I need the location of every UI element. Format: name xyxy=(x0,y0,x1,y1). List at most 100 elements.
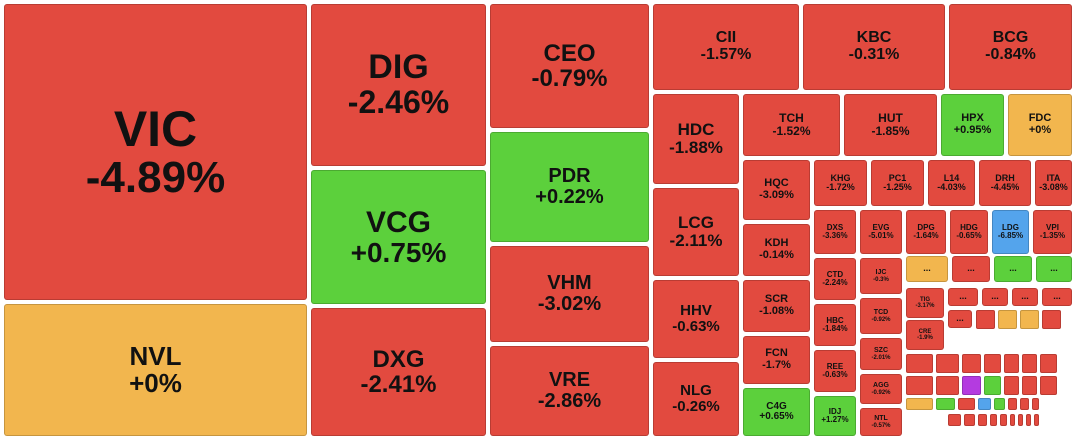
tile-micro[interactable] xyxy=(948,414,961,426)
tile-micro[interactable] xyxy=(1008,398,1017,410)
tile-pdr[interactable]: PDR +0.22% xyxy=(490,132,649,242)
tile-micro[interactable] xyxy=(962,376,981,395)
tile-kbc[interactable]: KBC -0.31% xyxy=(803,4,945,90)
tile-micro[interactable] xyxy=(1010,414,1015,426)
tile-change: -0.31% xyxy=(848,46,900,63)
tile-scr[interactable]: SCR -1.08% xyxy=(743,280,810,332)
tile-micro[interactable] xyxy=(976,310,995,329)
tile-dxs[interactable]: DXS -3.36% xyxy=(814,210,856,254)
tile-ntl[interactable]: NTL -0.57% xyxy=(860,408,902,436)
tile-hbc[interactable]: HBC -1.84% xyxy=(814,304,856,346)
tile-bcg[interactable]: BCG -0.84% xyxy=(949,4,1072,90)
tile-nlg[interactable]: NLG -0.26% xyxy=(653,362,739,436)
tile-micro[interactable] xyxy=(998,310,1017,329)
tile-lcg[interactable]: LCG -2.11% xyxy=(653,188,739,276)
tile-micro[interactable] xyxy=(1022,376,1037,395)
tile-small[interactable]: ... xyxy=(1012,288,1038,306)
tile-ree[interactable]: REE -0.63% xyxy=(814,350,856,392)
tile-tcd[interactable]: TCD -0.92% xyxy=(860,298,902,334)
tile-micro[interactable] xyxy=(1040,376,1057,395)
tile-pc1[interactable]: PC1 -1.25% xyxy=(871,160,924,206)
tile-cre[interactable]: CRE -1.9% xyxy=(906,320,944,350)
tile-l14[interactable]: L14 -4.03% xyxy=(928,160,975,206)
tile-vcg[interactable]: VCG +0.75% xyxy=(311,170,486,304)
tile-small[interactable]: ... xyxy=(952,256,990,282)
tile-vpi[interactable]: VPI -1.35% xyxy=(1033,210,1072,254)
tile-micro[interactable] xyxy=(1022,354,1037,373)
tile-hut[interactable]: HUT -1.85% xyxy=(844,94,937,156)
tile-change: -1.08% xyxy=(759,305,794,317)
tile-micro[interactable] xyxy=(1000,414,1007,426)
tile-micro[interactable] xyxy=(936,354,959,373)
tile-micro[interactable] xyxy=(906,398,933,410)
tile-micro[interactable] xyxy=(958,398,975,410)
tile-dxg[interactable]: DXG -2.41% xyxy=(311,308,486,436)
tile-vic[interactable]: VIC -4.89% xyxy=(4,4,307,300)
tile-tch[interactable]: TCH -1.52% xyxy=(743,94,840,156)
tile-micro[interactable] xyxy=(1004,376,1019,395)
tile-ticker: TCD xyxy=(873,309,889,317)
tile-micro[interactable] xyxy=(962,354,981,373)
tile-drh[interactable]: DRH -4.45% xyxy=(979,160,1031,206)
tile-micro[interactable] xyxy=(990,414,997,426)
tile-cii[interactable]: CII -1.57% xyxy=(653,4,799,90)
tile-nvl[interactable]: NVL +0% xyxy=(4,304,307,436)
tile-tig[interactable]: TIG -3.17% xyxy=(906,288,944,318)
tile-khg[interactable]: KHG -1.72% xyxy=(814,160,867,206)
tile-change: -2.46% xyxy=(347,84,450,121)
tile-hhv[interactable]: HHV -0.63% xyxy=(653,280,739,358)
tile-change: -2.41% xyxy=(360,371,437,398)
tile-micro[interactable] xyxy=(984,376,1001,395)
tile-small[interactable]: ... xyxy=(948,288,978,306)
tile-small[interactable]: ... xyxy=(994,256,1032,282)
tile-ticker: LDG xyxy=(1002,222,1019,232)
tile-micro[interactable] xyxy=(984,354,1001,373)
tile-micro[interactable] xyxy=(906,354,933,373)
tile-ticker: SCR xyxy=(764,293,789,306)
tile-fcn[interactable]: FCN -1.7% xyxy=(743,336,810,384)
tile-idj[interactable]: IDJ +1.27% xyxy=(814,396,856,436)
tile-micro[interactable] xyxy=(994,398,1005,410)
tile-evg[interactable]: EVG -5.01% xyxy=(860,210,902,254)
tile-hqc[interactable]: HQC -3.09% xyxy=(743,160,810,220)
tile-micro[interactable] xyxy=(1020,310,1039,329)
tile-ita[interactable]: ITA -3.08% xyxy=(1035,160,1072,206)
tile-micro[interactable] xyxy=(964,414,975,426)
tile-c4g[interactable]: C4G +0.65% xyxy=(743,388,810,436)
tile-hdc[interactable]: HDC -1.88% xyxy=(653,94,739,184)
tile-vhm[interactable]: VHM -3.02% xyxy=(490,246,649,342)
tile-micro[interactable] xyxy=(1018,414,1023,426)
tile-micro[interactable] xyxy=(1034,414,1039,426)
tile-dig[interactable]: DIG -2.46% xyxy=(311,4,486,166)
tile-ticker: EVG xyxy=(872,222,890,232)
tile-micro[interactable] xyxy=(1004,354,1019,373)
tile-ceo[interactable]: CEO -0.79% xyxy=(490,4,649,128)
tile-small[interactable]: ... xyxy=(1042,288,1072,306)
tile-kdh[interactable]: KDH -0.14% xyxy=(743,224,810,276)
tile-micro[interactable] xyxy=(936,376,959,395)
tile-micro[interactable] xyxy=(1026,414,1031,426)
tile-micro[interactable] xyxy=(906,376,933,395)
tile-change: -4.89% xyxy=(85,153,226,203)
tile-agg[interactable]: AGG -0.92% xyxy=(860,374,902,404)
tile-micro[interactable] xyxy=(978,398,991,410)
tile-ldg[interactable]: LDG -6.85% xyxy=(992,210,1029,254)
tile-small[interactable]: ... xyxy=(948,310,972,328)
tile-dpg[interactable]: DPG -1.64% xyxy=(906,210,946,254)
tile-hpx[interactable]: HPX +0.95% xyxy=(941,94,1004,156)
tile-ctd[interactable]: CTD -2.24% xyxy=(814,258,856,300)
tile-szc[interactable]: SZC -2.01% xyxy=(860,338,902,370)
tile-micro[interactable] xyxy=(1040,354,1057,373)
tile-vre[interactable]: VRE -2.86% xyxy=(490,346,649,436)
tile-micro[interactable] xyxy=(1020,398,1029,410)
tile-micro[interactable] xyxy=(978,414,987,426)
tile-ijc[interactable]: IJC -0.3% xyxy=(860,258,902,294)
tile-small[interactable]: ... xyxy=(906,256,948,282)
tile-micro[interactable] xyxy=(1042,310,1061,329)
tile-micro[interactable] xyxy=(1032,398,1039,410)
tile-small[interactable]: ... xyxy=(1036,256,1072,282)
tile-small[interactable]: ... xyxy=(982,288,1008,306)
tile-micro[interactable] xyxy=(936,398,955,410)
tile-fdc[interactable]: FDC +0% xyxy=(1008,94,1072,156)
tile-hdg[interactable]: HDG -0.65% xyxy=(950,210,988,254)
